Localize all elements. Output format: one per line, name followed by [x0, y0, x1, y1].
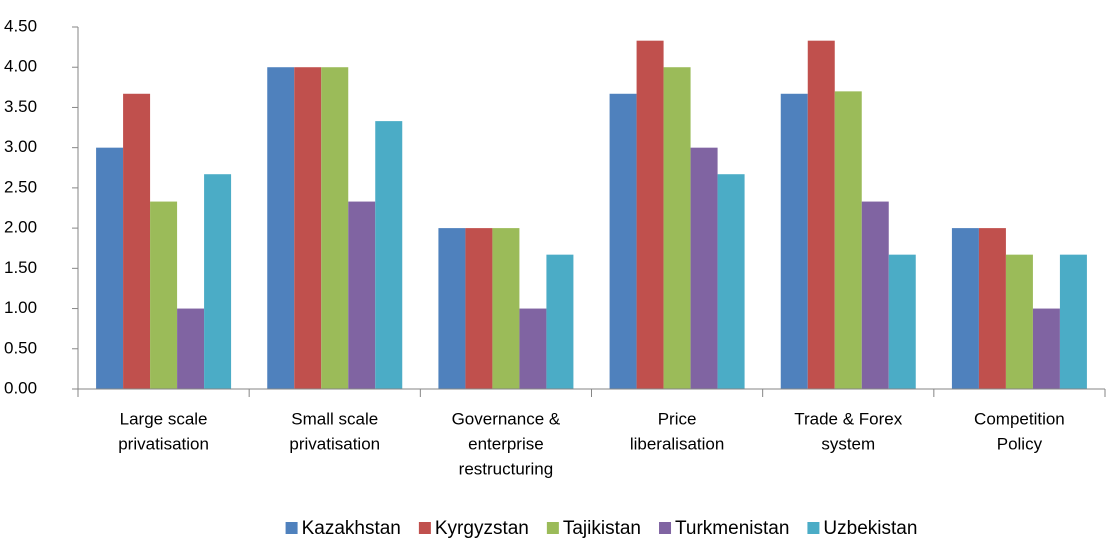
x-tick-label: restructuring: [459, 459, 553, 478]
x-tick-label: Trade & Forex: [794, 409, 903, 428]
bar: [546, 254, 574, 389]
bar: [1032, 308, 1060, 389]
y-tick-label: 2.00: [4, 218, 37, 237]
bar: [951, 228, 979, 389]
x-tick-label: Governance &: [452, 409, 561, 428]
x-tick-label: Competition: [974, 409, 1065, 428]
bar: [492, 228, 520, 389]
bar: [1059, 254, 1087, 389]
bar: [834, 91, 862, 389]
legend-swatch: [807, 522, 820, 534]
legend-label: Kazakhstan: [302, 518, 401, 539]
x-tick-label: Price: [658, 409, 697, 428]
bar: [321, 67, 349, 389]
x-tick-label: enterprise: [468, 434, 544, 453]
bar: [465, 228, 493, 389]
y-tick-label: 4.50: [4, 16, 37, 35]
bar: [267, 67, 295, 389]
y-tick-label: 1.00: [4, 298, 37, 317]
legend-label: Kyrgyzstan: [435, 518, 529, 539]
x-tick-label: Large scale: [120, 409, 208, 428]
x-tick-label: privatisation: [289, 434, 380, 453]
legend-swatch: [546, 522, 559, 534]
bar: [780, 93, 808, 389]
legend-label: Turkmenistan: [675, 518, 789, 539]
bar: [663, 67, 691, 389]
bar: [888, 254, 916, 389]
bar: [861, 201, 889, 389]
bar: [294, 67, 322, 389]
legend-swatch: [285, 522, 298, 534]
legend-label: Tajikistan: [563, 518, 641, 539]
y-tick-label: 3.50: [4, 97, 37, 116]
x-tick-label: privatisation: [118, 434, 209, 453]
bar: [150, 201, 178, 389]
bar: [519, 308, 547, 389]
legend-label: Uzbekistan: [823, 518, 917, 539]
y-tick-label: 0.00: [4, 378, 37, 397]
bar: [1005, 254, 1033, 389]
y-tick-label: 1.50: [4, 258, 37, 277]
y-tick-label: 3.00: [4, 137, 37, 156]
bar: [978, 228, 1006, 389]
legend-swatch: [418, 522, 431, 534]
y-tick-label: 4.00: [4, 57, 37, 76]
bar: [96, 147, 124, 389]
bar: [717, 174, 745, 389]
x-tick-label: Small scale: [291, 409, 378, 428]
bar: [807, 40, 835, 389]
y-tick-label: 2.50: [4, 177, 37, 196]
legend-swatch: [659, 522, 672, 534]
bar: [636, 40, 664, 389]
bar: [690, 147, 718, 389]
bar: [438, 228, 466, 389]
bar: [204, 174, 232, 389]
x-tick-label: Policy: [997, 434, 1043, 453]
x-tick-label: system: [821, 434, 875, 453]
bar: [375, 121, 403, 390]
bar: [348, 201, 376, 389]
bar: [123, 93, 151, 389]
bar: [609, 93, 637, 389]
x-tick-label: liberalisation: [630, 434, 725, 453]
bar: [177, 308, 205, 389]
y-tick-label: 0.50: [4, 338, 37, 357]
